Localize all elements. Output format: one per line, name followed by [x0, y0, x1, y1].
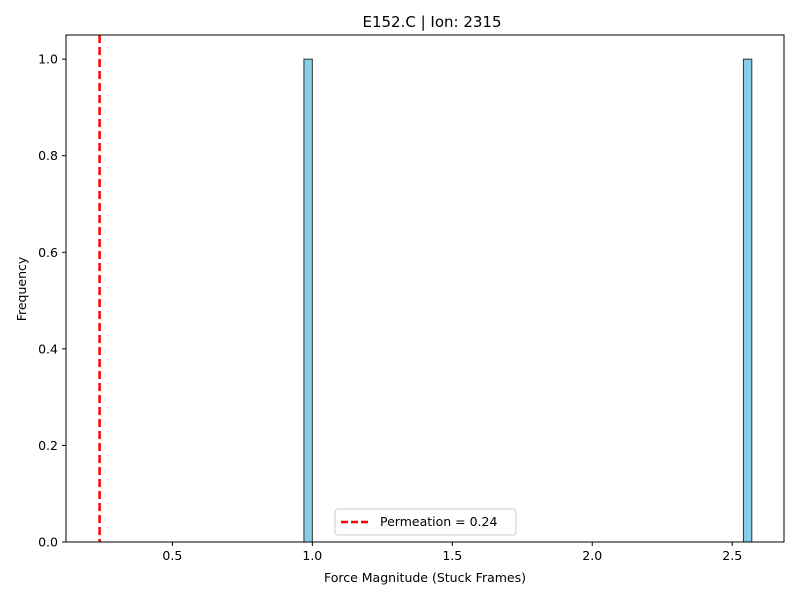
y-tick-label: 0.2	[38, 438, 58, 453]
histogram-bar	[303, 58, 313, 543]
x-axis-label: Force Magnitude (Stuck Frames)	[324, 570, 526, 585]
y-tick-label: 0.4	[38, 341, 58, 356]
x-tick-label: 1.5	[442, 548, 462, 563]
chart-title: E152.C | Ion: 2315	[362, 13, 501, 31]
legend-box	[334, 508, 517, 536]
x-ticks-group: 0.5 1.0 1.5 2.0 2.5	[162, 542, 742, 563]
histogram-bar	[742, 58, 753, 543]
bars-group	[303, 58, 753, 543]
legend: Permeation = 0.24	[334, 508, 517, 536]
x-tick-label: 1.0	[302, 548, 322, 563]
y-axis-label: Frequency	[14, 256, 29, 321]
plot-frame	[65, 34, 785, 543]
legend-label: Permeation = 0.24	[380, 514, 497, 529]
y-tick-label: 0.6	[38, 245, 58, 260]
y-ticks-group: 0.0 0.2 0.4 0.6 0.8 1.0	[38, 52, 66, 550]
x-tick-label: 2.5	[722, 548, 742, 563]
y-tick-label: 0.0	[38, 535, 58, 550]
x-tick-label: 0.5	[162, 548, 182, 563]
x-tick-label: 2.0	[582, 548, 602, 563]
y-tick-label: 1.0	[38, 52, 58, 67]
y-tick-label: 0.8	[38, 148, 58, 163]
